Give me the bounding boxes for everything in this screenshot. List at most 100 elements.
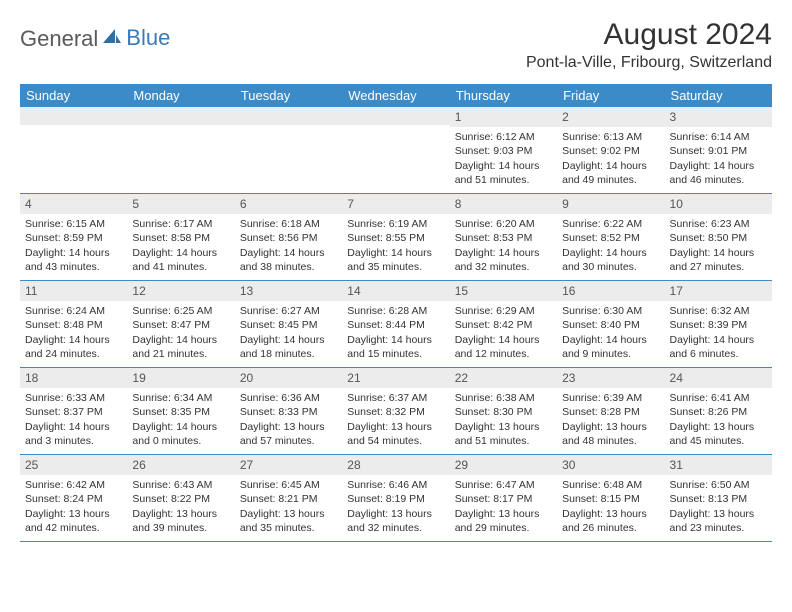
sunrise-text: Sunrise: 6:29 AM	[455, 304, 552, 318]
day-cell: 2Sunrise: 6:13 AMSunset: 9:02 PMDaylight…	[557, 107, 664, 193]
daylight-text: Daylight: 13 hours and 26 minutes.	[562, 507, 659, 535]
sunset-text: Sunset: 9:02 PM	[562, 144, 659, 158]
day-cell: 25Sunrise: 6:42 AMSunset: 8:24 PMDayligh…	[20, 455, 127, 541]
sunset-text: Sunset: 8:19 PM	[347, 492, 444, 506]
weeks-container: 1Sunrise: 6:12 AMSunset: 9:03 PMDaylight…	[20, 107, 772, 542]
day-cell: 7Sunrise: 6:19 AMSunset: 8:55 PMDaylight…	[342, 194, 449, 280]
calendar: Sunday Monday Tuesday Wednesday Thursday…	[20, 84, 772, 542]
sunset-text: Sunset: 8:30 PM	[455, 405, 552, 419]
sunset-text: Sunset: 8:28 PM	[562, 405, 659, 419]
day-body: Sunrise: 6:43 AMSunset: 8:22 PMDaylight:…	[127, 475, 234, 541]
header: General Blue August 2024 Pont-la-Ville, …	[20, 18, 772, 72]
sunset-text: Sunset: 8:32 PM	[347, 405, 444, 419]
day-number: 12	[127, 281, 234, 301]
day-cell: 3Sunrise: 6:14 AMSunset: 9:01 PMDaylight…	[665, 107, 772, 193]
day-number: 28	[342, 455, 449, 475]
daylight-text: Daylight: 14 hours and 9 minutes.	[562, 333, 659, 361]
day-cell: 10Sunrise: 6:23 AMSunset: 8:50 PMDayligh…	[665, 194, 772, 280]
day-body: Sunrise: 6:20 AMSunset: 8:53 PMDaylight:…	[450, 214, 557, 280]
day-body: Sunrise: 6:30 AMSunset: 8:40 PMDaylight:…	[557, 301, 664, 367]
sunrise-text: Sunrise: 6:27 AM	[240, 304, 337, 318]
day-body: Sunrise: 6:37 AMSunset: 8:32 PMDaylight:…	[342, 388, 449, 454]
day-number: 1	[450, 107, 557, 127]
sunset-text: Sunset: 8:44 PM	[347, 318, 444, 332]
daylight-text: Daylight: 14 hours and 30 minutes.	[562, 246, 659, 274]
day-number: 10	[665, 194, 772, 214]
week-row: 11Sunrise: 6:24 AMSunset: 8:48 PMDayligh…	[20, 281, 772, 368]
sunset-text: Sunset: 8:39 PM	[670, 318, 767, 332]
day-body: Sunrise: 6:18 AMSunset: 8:56 PMDaylight:…	[235, 214, 342, 280]
daylight-text: Daylight: 13 hours and 32 minutes.	[347, 507, 444, 535]
sunrise-text: Sunrise: 6:32 AM	[670, 304, 767, 318]
day-number: 5	[127, 194, 234, 214]
daylight-text: Daylight: 14 hours and 3 minutes.	[25, 420, 122, 448]
sunrise-text: Sunrise: 6:34 AM	[132, 391, 229, 405]
sunrise-text: Sunrise: 6:20 AM	[455, 217, 552, 231]
location: Pont-la-Ville, Fribourg, Switzerland	[526, 54, 772, 72]
day-cell: 6Sunrise: 6:18 AMSunset: 8:56 PMDaylight…	[235, 194, 342, 280]
daylight-text: Daylight: 13 hours and 29 minutes.	[455, 507, 552, 535]
sunset-text: Sunset: 8:26 PM	[670, 405, 767, 419]
sunset-text: Sunset: 8:55 PM	[347, 231, 444, 245]
sunset-text: Sunset: 8:56 PM	[240, 231, 337, 245]
sunset-text: Sunset: 8:40 PM	[562, 318, 659, 332]
daylight-text: Daylight: 13 hours and 39 minutes.	[132, 507, 229, 535]
sunset-text: Sunset: 8:22 PM	[132, 492, 229, 506]
day-cell	[127, 107, 234, 193]
day-body: Sunrise: 6:13 AMSunset: 9:02 PMDaylight:…	[557, 127, 664, 193]
day-cell: 30Sunrise: 6:48 AMSunset: 8:15 PMDayligh…	[557, 455, 664, 541]
day-number: 27	[235, 455, 342, 475]
sunrise-text: Sunrise: 6:43 AM	[132, 478, 229, 492]
sunset-text: Sunset: 8:13 PM	[670, 492, 767, 506]
daylight-text: Daylight: 14 hours and 51 minutes.	[455, 159, 552, 187]
day-cell: 28Sunrise: 6:46 AMSunset: 8:19 PMDayligh…	[342, 455, 449, 541]
sunset-text: Sunset: 8:24 PM	[25, 492, 122, 506]
dayname-thursday: Thursday	[450, 84, 557, 107]
day-number: 7	[342, 194, 449, 214]
day-number: 22	[450, 368, 557, 388]
sunrise-text: Sunrise: 6:33 AM	[25, 391, 122, 405]
day-body	[20, 125, 127, 134]
day-number: 4	[20, 194, 127, 214]
day-number: 18	[20, 368, 127, 388]
sunset-text: Sunset: 8:50 PM	[670, 231, 767, 245]
day-body: Sunrise: 6:15 AMSunset: 8:59 PMDaylight:…	[20, 214, 127, 280]
day-cell: 1Sunrise: 6:12 AMSunset: 9:03 PMDaylight…	[450, 107, 557, 193]
sunset-text: Sunset: 8:17 PM	[455, 492, 552, 506]
day-cell: 15Sunrise: 6:29 AMSunset: 8:42 PMDayligh…	[450, 281, 557, 367]
logo-word-1: General	[20, 26, 98, 52]
sail-icon	[102, 28, 122, 51]
day-number: 29	[450, 455, 557, 475]
daylight-text: Daylight: 14 hours and 35 minutes.	[347, 246, 444, 274]
day-body: Sunrise: 6:41 AMSunset: 8:26 PMDaylight:…	[665, 388, 772, 454]
sunrise-text: Sunrise: 6:48 AM	[562, 478, 659, 492]
day-cell	[235, 107, 342, 193]
sunrise-text: Sunrise: 6:42 AM	[25, 478, 122, 492]
day-cell: 9Sunrise: 6:22 AMSunset: 8:52 PMDaylight…	[557, 194, 664, 280]
day-number: 17	[665, 281, 772, 301]
sunset-text: Sunset: 8:53 PM	[455, 231, 552, 245]
dayname-tuesday: Tuesday	[235, 84, 342, 107]
day-body: Sunrise: 6:33 AMSunset: 8:37 PMDaylight:…	[20, 388, 127, 454]
day-number: 25	[20, 455, 127, 475]
day-number: 16	[557, 281, 664, 301]
week-row: 1Sunrise: 6:12 AMSunset: 9:03 PMDaylight…	[20, 107, 772, 194]
sunset-text: Sunset: 8:21 PM	[240, 492, 337, 506]
day-number: 11	[20, 281, 127, 301]
day-body	[235, 125, 342, 134]
dayname-monday: Monday	[127, 84, 234, 107]
day-number: 13	[235, 281, 342, 301]
day-body: Sunrise: 6:17 AMSunset: 8:58 PMDaylight:…	[127, 214, 234, 280]
day-number: 30	[557, 455, 664, 475]
day-number: 31	[665, 455, 772, 475]
week-row: 18Sunrise: 6:33 AMSunset: 8:37 PMDayligh…	[20, 368, 772, 455]
day-cell: 31Sunrise: 6:50 AMSunset: 8:13 PMDayligh…	[665, 455, 772, 541]
sunset-text: Sunset: 8:42 PM	[455, 318, 552, 332]
day-number: 24	[665, 368, 772, 388]
day-body: Sunrise: 6:36 AMSunset: 8:33 PMDaylight:…	[235, 388, 342, 454]
day-cell: 27Sunrise: 6:45 AMSunset: 8:21 PMDayligh…	[235, 455, 342, 541]
daylight-text: Daylight: 14 hours and 43 minutes.	[25, 246, 122, 274]
dayname-wednesday: Wednesday	[342, 84, 449, 107]
day-body: Sunrise: 6:25 AMSunset: 8:47 PMDaylight:…	[127, 301, 234, 367]
daylight-text: Daylight: 13 hours and 57 minutes.	[240, 420, 337, 448]
